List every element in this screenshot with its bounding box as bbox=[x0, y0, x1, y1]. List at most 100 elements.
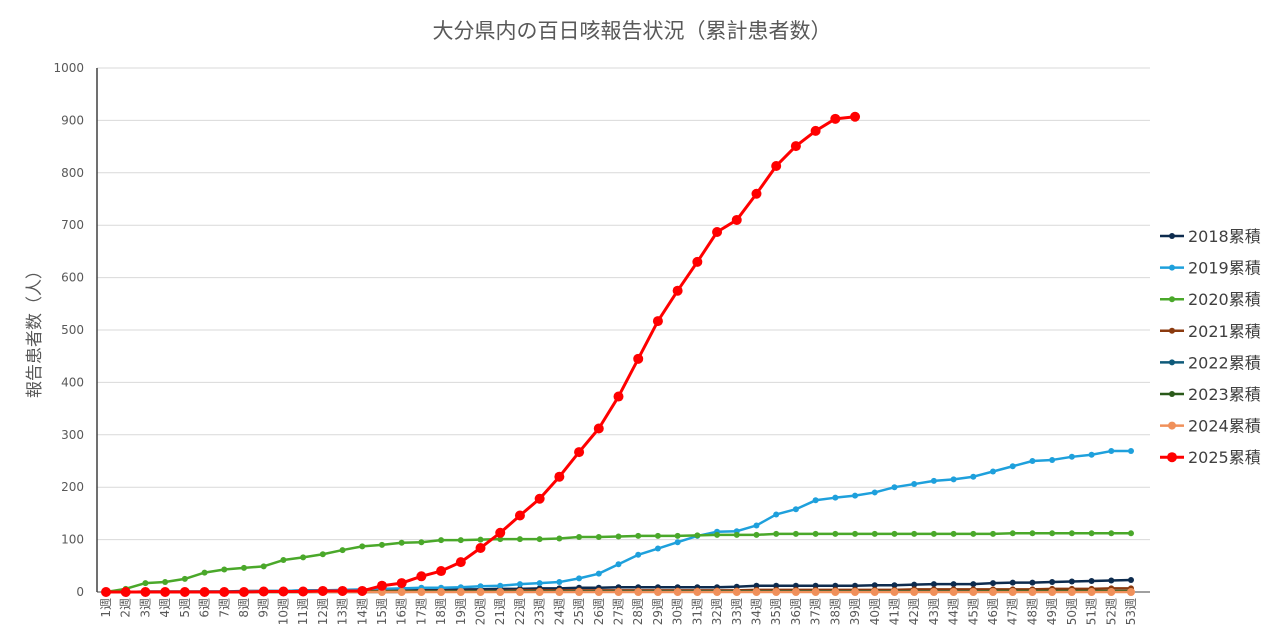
x-tick-label: 20週 bbox=[474, 598, 488, 625]
x-tick-label: 31週 bbox=[690, 598, 704, 625]
data-point bbox=[516, 536, 523, 543]
data-point bbox=[496, 588, 505, 596]
data-point bbox=[832, 582, 839, 589]
data-point bbox=[515, 588, 524, 596]
data-point bbox=[555, 588, 564, 596]
x-tick-label: 36週 bbox=[789, 598, 803, 625]
data-point bbox=[359, 543, 366, 550]
data-point bbox=[990, 530, 997, 537]
data-point bbox=[221, 566, 228, 573]
x-tick-label: 12週 bbox=[316, 598, 330, 625]
data-point bbox=[576, 533, 583, 540]
legend-marker bbox=[1169, 296, 1175, 303]
x-tick-label: 7週 bbox=[217, 598, 231, 618]
data-point bbox=[418, 539, 425, 546]
x-tick-label: 49週 bbox=[1045, 598, 1059, 625]
data-point bbox=[475, 542, 486, 553]
x-tick-label: 10週 bbox=[276, 598, 290, 625]
x-tick-label: 3週 bbox=[138, 598, 152, 618]
data-point bbox=[1067, 588, 1076, 596]
data-point bbox=[911, 581, 918, 588]
data-point bbox=[790, 141, 801, 152]
x-tick-label: 43週 bbox=[927, 598, 941, 625]
data-point bbox=[396, 578, 407, 589]
x-tick-label: 34週 bbox=[749, 598, 763, 625]
data-point bbox=[556, 535, 563, 542]
x-tick-label: 37週 bbox=[809, 598, 823, 625]
data-point bbox=[556, 579, 563, 586]
data-point bbox=[1029, 579, 1036, 586]
data-point bbox=[436, 566, 447, 577]
data-point bbox=[497, 536, 504, 543]
x-tick-label: 39週 bbox=[848, 598, 862, 625]
data-point bbox=[378, 541, 385, 548]
data-point bbox=[891, 484, 898, 491]
data-point bbox=[930, 477, 937, 484]
data-point bbox=[771, 160, 782, 171]
data-point bbox=[160, 587, 171, 597]
data-point bbox=[634, 588, 643, 596]
y-tick-label: 600 bbox=[61, 271, 84, 285]
data-point bbox=[753, 531, 760, 538]
x-tick-label: 27週 bbox=[612, 598, 626, 625]
x-tick-label: 32週 bbox=[710, 598, 724, 625]
data-point bbox=[850, 111, 861, 122]
data-point bbox=[575, 588, 584, 596]
data-point bbox=[950, 476, 957, 483]
data-point bbox=[911, 530, 918, 537]
data-point bbox=[810, 125, 821, 136]
legend-label: 2022累積 bbox=[1188, 353, 1261, 372]
data-point bbox=[812, 582, 819, 589]
legend-label: 2018累積 bbox=[1188, 227, 1261, 246]
data-point bbox=[652, 316, 663, 327]
data-point bbox=[990, 468, 997, 475]
data-point bbox=[535, 588, 544, 596]
legend: 2018累積 2019累積 2020累積 2021累積 2022累積 2023累積 2024… bbox=[1160, 227, 1261, 467]
data-point bbox=[852, 582, 859, 589]
data-point bbox=[1029, 530, 1036, 537]
data-point bbox=[1088, 451, 1095, 458]
x-tick-label: 5週 bbox=[178, 598, 192, 618]
data-point bbox=[1128, 530, 1134, 537]
data-point bbox=[773, 511, 780, 518]
x-tick-label: 45週 bbox=[966, 598, 980, 625]
data-point bbox=[773, 530, 780, 537]
data-point bbox=[674, 532, 681, 539]
legend-marker bbox=[1169, 359, 1175, 366]
data-point bbox=[477, 536, 484, 543]
x-tick-label: 13週 bbox=[336, 598, 350, 625]
legend-item: 2025累積 bbox=[1160, 448, 1261, 467]
legend-label: 2021累積 bbox=[1188, 322, 1261, 341]
data-point bbox=[376, 580, 387, 591]
x-tick-label: 28週 bbox=[631, 598, 645, 625]
data-point bbox=[416, 571, 427, 582]
legend-item: 2019累積 bbox=[1160, 259, 1261, 278]
data-point bbox=[179, 587, 190, 597]
legend-item: 2023累積 bbox=[1160, 385, 1261, 404]
y-tick-label: 900 bbox=[61, 113, 84, 127]
x-tick-label: 19週 bbox=[454, 598, 468, 625]
data-point bbox=[654, 532, 661, 539]
data-point bbox=[930, 581, 937, 588]
data-point bbox=[871, 582, 878, 589]
data-point bbox=[199, 587, 210, 597]
data-point bbox=[1068, 453, 1075, 460]
data-point bbox=[674, 539, 681, 546]
data-point bbox=[732, 588, 741, 596]
data-point bbox=[792, 530, 799, 537]
x-tick-label: 52週 bbox=[1104, 598, 1118, 625]
data-point bbox=[812, 497, 819, 504]
y-tick-label: 500 bbox=[61, 323, 84, 337]
x-tick-label: 11週 bbox=[296, 598, 310, 625]
x-tick-label: 21週 bbox=[493, 598, 507, 625]
x-tick-label: 25週 bbox=[572, 598, 586, 625]
legend-marker bbox=[1168, 421, 1176, 430]
data-point bbox=[714, 531, 721, 538]
data-point bbox=[497, 582, 504, 589]
data-point bbox=[831, 588, 840, 596]
x-tick-label: 2週 bbox=[119, 598, 133, 618]
y-tick-label: 800 bbox=[61, 166, 84, 180]
x-tick-label: 24週 bbox=[552, 598, 566, 625]
data-point bbox=[456, 588, 465, 596]
